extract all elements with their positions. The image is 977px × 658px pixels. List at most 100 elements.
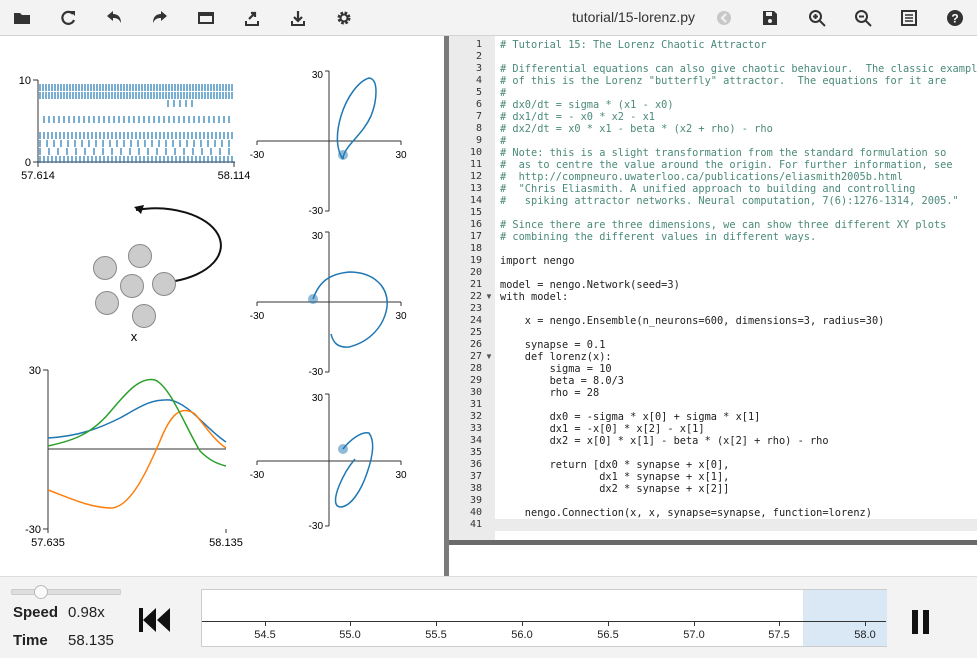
code-line[interactable]: return [dx0 * synapse + x[0], xyxy=(500,459,730,471)
line-gutter: 1 2 3 4 5 6 7 8 9 10 11 12 13 14 15 16 17 18 19 20 21 22 ▼ 23 24… xyxy=(449,36,495,540)
zoom-in-icon[interactable] xyxy=(805,6,829,30)
console-output xyxy=(449,545,977,576)
timeline[interactable]: 54.5 55.0 55.5 56.0 56.5 57.0 57.5 58.0 xyxy=(201,589,887,647)
save-icon[interactable] xyxy=(758,6,782,30)
code-line[interactable]: # Differential equations can also give c… xyxy=(500,63,977,75)
ts-xmin: 57.635 xyxy=(31,537,65,549)
speed-slider-handle[interactable] xyxy=(34,585,48,599)
code-line[interactable]: # Since there are three dimensions, we c… xyxy=(500,219,947,231)
series-x1-line xyxy=(47,409,227,509)
xy1-top: 30 xyxy=(312,70,324,81)
open-folder-icon[interactable] xyxy=(10,6,34,30)
fold-arrow-icon[interactable]: ▼ xyxy=(485,292,493,301)
spike-raster-plot[interactable]: 10 0 57.614 58.114 xyxy=(19,75,251,182)
line-number: 4 xyxy=(475,75,482,86)
line-number: 10 xyxy=(469,147,482,158)
line-number: 6 xyxy=(475,99,482,110)
console-icon[interactable] xyxy=(897,6,921,30)
line-number: 21 xyxy=(469,279,482,290)
line-number: 30 xyxy=(469,387,482,398)
code-line[interactable]: beta = 8.0/3 xyxy=(500,375,624,387)
code-line[interactable]: model = nengo.Network(seed=3) xyxy=(500,279,680,291)
line-number: 22 xyxy=(469,291,482,302)
xy-plot-2[interactable]: 30 -30 -30 30 xyxy=(250,231,407,378)
line-number: 32 xyxy=(469,411,482,422)
code-line[interactable]: def lorenz(x): xyxy=(500,351,612,363)
ensemble-node[interactable]: x xyxy=(93,205,222,344)
help-icon[interactable]: ? xyxy=(943,6,967,30)
code-line[interactable]: dx2 * synapse + x[2]] xyxy=(500,483,730,495)
reset-to-start-icon[interactable] xyxy=(137,605,171,635)
timeline-tick-label: 56.5 xyxy=(597,629,619,641)
fold-arrow-icon[interactable]: ▼ xyxy=(485,352,493,361)
line-number: 28 xyxy=(469,363,482,374)
code-line[interactable]: dx0 = -sigma * x[0] + sigma * x[1] xyxy=(500,411,761,423)
code-line[interactable]: # http://compneuro.uwaterloo.ca/publicat… xyxy=(500,171,903,183)
line-number: 36 xyxy=(469,459,482,470)
code-editor[interactable]: 1 2 3 4 5 6 7 8 9 10 11 12 13 14 15 16 17 18 19 20 21 22 ▼ 23 24… xyxy=(449,36,977,540)
line-number: 1 xyxy=(475,39,482,50)
speed-value: 0.98x xyxy=(68,604,105,621)
network-canvas[interactable]: 10 0 57.614 58.114 x 30 -30 xyxy=(0,36,444,576)
code-line[interactable]: dx2 = x[0] * x[1] - beta * (x[2] + rho) … xyxy=(500,435,829,447)
code-line[interactable]: dx1 = -x[0] * x[2] - x[1] xyxy=(500,423,705,435)
code-line[interactable]: # as to centre the value around the orig… xyxy=(500,159,953,171)
code-line[interactable]: # dx1/dt = - x0 * x2 - x1 xyxy=(500,111,655,123)
code-line[interactable]: synapse = 0.1 xyxy=(500,339,606,351)
code-line[interactable]: # spiking attractor networks. Neural com… xyxy=(500,195,959,207)
line-number: 13 xyxy=(469,183,482,194)
gear-icon[interactable] xyxy=(332,6,356,30)
code-line[interactable]: # of this is the Lorenz "butterfly" attr… xyxy=(500,75,947,87)
timeline-tick-label: 58.0 xyxy=(854,629,876,641)
reset-icon[interactable] xyxy=(56,6,80,30)
raster-ymax: 10 xyxy=(19,75,31,87)
code-line[interactable]: # dx0/dt = sigma * (x1 - x0) xyxy=(500,99,674,111)
xy3-left: -30 xyxy=(250,470,265,481)
xy3-right: 30 xyxy=(395,470,407,481)
xy-plot-3[interactable]: 30 -30 -30 30 xyxy=(250,393,407,532)
speed-slider-track[interactable] xyxy=(11,589,121,595)
pause-icon[interactable] xyxy=(910,609,932,635)
code-line[interactable]: with model: xyxy=(500,291,569,303)
line-number: 25 xyxy=(469,327,482,338)
code-line[interactable]: import nengo xyxy=(500,255,575,267)
code-line[interactable]: rho = 28 xyxy=(500,387,600,399)
timeline-tick xyxy=(350,621,351,626)
download-icon[interactable] xyxy=(286,6,310,30)
code-line[interactable]: # Tutorial 15: The Lorenz Chaotic Attrac… xyxy=(500,39,767,51)
xy3-top: 30 xyxy=(312,393,324,404)
code-line[interactable]: dx1 * synapse + x[1], xyxy=(500,471,730,483)
code-line[interactable]: # xyxy=(500,87,507,99)
xy1-left: -30 xyxy=(250,150,265,161)
line-number: 11 xyxy=(469,159,482,170)
xy1-bottom: -30 xyxy=(309,206,324,217)
code-line[interactable]: # Note: this is a slight transformation … xyxy=(500,147,947,159)
minimap-icon[interactable] xyxy=(194,6,218,30)
undo-icon[interactable] xyxy=(102,6,126,30)
timeline-tick-label: 55.0 xyxy=(339,629,361,641)
code-line[interactable]: sigma = 10 xyxy=(500,363,612,375)
xy-plot-1[interactable]: 30 -30 -30 30 xyxy=(250,70,407,217)
svg-text:?: ? xyxy=(951,12,958,26)
zoom-out-icon[interactable] xyxy=(851,6,875,30)
timeline-tick-label: 56.0 xyxy=(511,629,533,641)
line-number: 2 xyxy=(475,51,482,62)
redo-icon[interactable] xyxy=(148,6,172,30)
value-plot[interactable]: 30 -30 57.635 58.135 xyxy=(25,365,243,549)
timeline-tick xyxy=(436,621,437,626)
export-icon[interactable] xyxy=(240,6,264,30)
code-line[interactable]: # xyxy=(500,135,507,147)
code-line[interactable]: # "Chris Eliasmith. A unified approach t… xyxy=(500,183,916,195)
code-line[interactable]: # combining the different values in diff… xyxy=(500,231,817,243)
speed-label: Speed xyxy=(13,604,59,621)
pane-splitter[interactable] xyxy=(444,36,449,576)
sync-icon[interactable] xyxy=(712,6,736,30)
timeline-tick xyxy=(608,621,609,626)
code-line[interactable]: # dx2/dt = x0 * x1 - beta * (x2 + rho) -… xyxy=(500,123,773,135)
code-line[interactable]: nengo.Connection(x, x, synapse=synapse, … xyxy=(500,507,872,519)
timeline-tick-label: 57.5 xyxy=(768,629,790,641)
console-splitter[interactable] xyxy=(449,540,977,545)
timeline-window[interactable] xyxy=(803,590,887,646)
code-line[interactable]: x = nengo.Ensemble(n_neurons=600, dimens… xyxy=(500,315,885,327)
line-number: 14 xyxy=(469,195,482,206)
